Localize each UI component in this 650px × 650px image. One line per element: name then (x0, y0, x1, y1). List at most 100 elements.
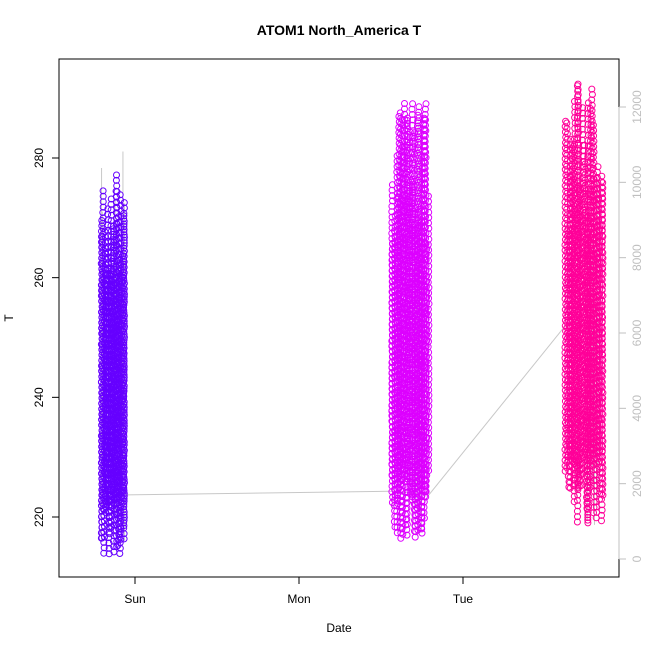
data-point (116, 539, 124, 547)
data-point (120, 430, 128, 438)
data-point (120, 274, 128, 282)
data-point (425, 348, 433, 356)
data-point (120, 443, 128, 451)
data-point (100, 549, 108, 557)
data-point (120, 446, 128, 454)
data-point (425, 354, 433, 362)
data-point (120, 250, 128, 257)
data-point (120, 244, 128, 252)
data-point (120, 500, 128, 508)
data-point (425, 224, 433, 232)
data-point (112, 193, 120, 201)
data-point (120, 325, 128, 333)
data-point (421, 138, 429, 145)
data-point (121, 322, 128, 330)
data-point (120, 522, 128, 530)
data-point (407, 177, 414, 185)
data-point (110, 543, 118, 551)
data-point (120, 433, 128, 441)
data-point (110, 403, 118, 411)
data-point (410, 182, 418, 190)
data-point (418, 524, 425, 532)
data-point (120, 503, 128, 511)
data-point (112, 209, 120, 217)
data-point (424, 241, 432, 249)
data-point (120, 376, 128, 384)
data-point (120, 296, 128, 303)
data-point (120, 398, 128, 406)
data-point (120, 236, 128, 244)
data-point (421, 181, 429, 188)
data-point (120, 506, 128, 513)
data-point (120, 220, 128, 228)
data-point (120, 204, 128, 212)
data-point (110, 333, 118, 340)
data-point (425, 434, 433, 442)
data-point (425, 440, 432, 448)
data-point (422, 186, 429, 194)
data-point (408, 164, 416, 172)
data-point (407, 155, 415, 163)
data-point (561, 376, 569, 384)
data-point (403, 526, 411, 534)
data-point (110, 419, 118, 427)
data-point (421, 164, 429, 172)
data-point (410, 188, 418, 196)
data-point (116, 530, 124, 538)
data-point (120, 473, 128, 481)
data-point (120, 414, 128, 422)
data-point (113, 543, 121, 551)
x-axis-label: Date (326, 621, 352, 635)
data-point (397, 125, 405, 133)
data-point (425, 300, 433, 308)
data-point (422, 493, 430, 501)
data-point (105, 539, 113, 547)
data-point (120, 282, 128, 290)
data-point (113, 171, 120, 179)
data-point (120, 368, 128, 376)
data-point (104, 205, 112, 213)
data-point (422, 477, 430, 485)
data-point (120, 285, 128, 293)
data-point (421, 170, 429, 178)
data-point (425, 397, 433, 405)
data-point (108, 437, 116, 445)
data-point (120, 441, 128, 449)
data-point (120, 457, 128, 465)
cluster-points (97, 171, 128, 558)
data-point (425, 451, 433, 459)
data-point (420, 514, 428, 522)
data-point (425, 386, 433, 394)
data-point (100, 538, 108, 546)
data-point (120, 312, 128, 320)
data-point (120, 347, 128, 354)
data-point (120, 320, 128, 327)
data-point (425, 289, 433, 297)
data-point (106, 514, 114, 522)
data-point (420, 503, 428, 511)
data-point (120, 530, 128, 538)
data-point (408, 105, 416, 113)
data-point (113, 257, 120, 265)
data-point (396, 109, 404, 117)
data-point (423, 471, 431, 479)
data-point (110, 290, 118, 297)
data-point (403, 117, 411, 124)
data-point (424, 230, 432, 238)
data-point (407, 300, 414, 308)
data-point (422, 154, 430, 162)
data-point (425, 429, 433, 437)
data-point (120, 484, 128, 492)
data-point (120, 535, 128, 543)
data-point (409, 100, 417, 108)
data-point (120, 309, 128, 317)
data-point (120, 231, 128, 239)
y-axis-label: T (2, 314, 16, 322)
data-point (120, 417, 128, 424)
data-point (403, 499, 411, 507)
data-point (403, 510, 411, 518)
data-point (407, 311, 415, 319)
data-point (108, 394, 116, 402)
data-point (415, 108, 423, 116)
data-point (120, 330, 128, 338)
